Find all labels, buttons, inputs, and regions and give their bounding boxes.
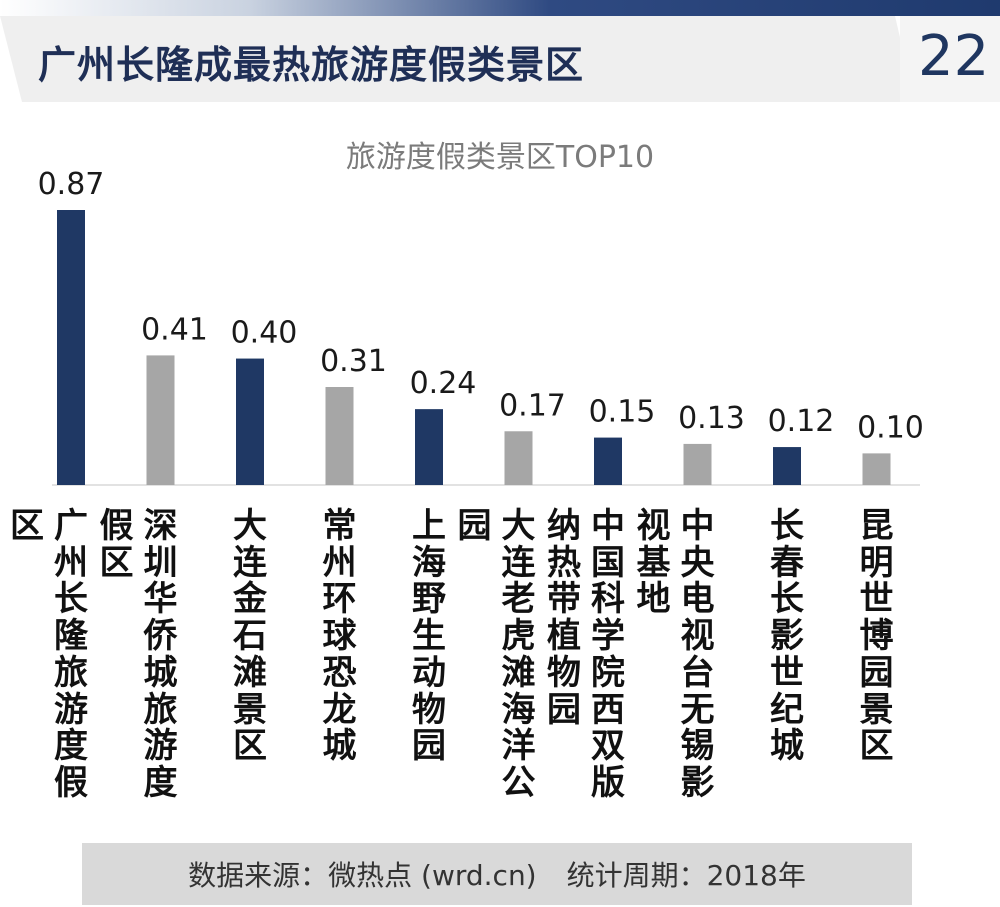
statistics-period: 统计周期：2018年	[566, 859, 806, 892]
data-label-5: 0.24	[410, 366, 477, 401]
page-number: 22	[918, 24, 990, 89]
category-label-9-col2: 长春长影世纪城	[770, 506, 804, 767]
category-label-7-col2: 中国科学院西双版	[591, 506, 625, 804]
category-label-8-col2: 中央电视台无锡影	[680, 506, 715, 804]
bar-9	[773, 447, 801, 485]
bar-10	[862, 453, 891, 485]
category-label-3-col2: 大连金石滩景区	[233, 506, 267, 767]
top-accent-bar	[0, 0, 1000, 16]
category-label-1-col2: 广州长隆旅游度假	[54, 506, 88, 804]
bar-5	[415, 409, 443, 485]
category-label-6-col2: 大连老虎滩海洋公	[501, 506, 536, 804]
data-label-2: 0.41	[141, 312, 208, 347]
data-label-3: 0.40	[231, 316, 298, 351]
bar-1	[57, 210, 85, 485]
data-label-8: 0.13	[678, 401, 745, 436]
page-title: 广州长隆成最热旅游度假类景区	[38, 43, 585, 87]
category-label-4-col2: 常州环球恐龙城	[322, 506, 357, 767]
bar-6	[504, 431, 533, 485]
category-label-8-col1: 视基地	[636, 506, 671, 620]
category-label-5-col2: 上海野生动物园	[412, 506, 446, 767]
bar-2	[146, 355, 175, 485]
bar-7	[594, 437, 622, 485]
data-label-10: 0.10	[857, 410, 924, 445]
footer: 数据来源：微热点 (wrd.cn) 统计周期：2018年	[82, 843, 912, 905]
category-label-10-col2: 昆明世博园景区	[859, 506, 894, 767]
data-label-1: 0.87	[38, 167, 105, 202]
data-label-6: 0.17	[499, 388, 566, 423]
data-source: 数据来源：微热点 (wrd.cn)	[188, 859, 537, 892]
header-page-tab	[900, 16, 1000, 102]
chart-title: 旅游度假类景区TOP10	[345, 140, 655, 175]
category-label-2-col2: 深圳华侨城旅游度	[143, 506, 178, 804]
data-label-4: 0.31	[320, 344, 387, 379]
data-label-9: 0.12	[768, 404, 835, 439]
bar-4	[325, 387, 354, 485]
category-label-6-col1: 园	[457, 506, 492, 546]
bar-8	[683, 443, 712, 485]
category-label-2-col1: 假区	[99, 506, 134, 583]
bar-3	[236, 358, 264, 485]
header: 广州长隆成最热旅游度假类景区 22	[0, 16, 1000, 102]
category-label-7-col1: 纳热带植物园	[547, 506, 581, 730]
category-label-1-col1: 区	[10, 506, 44, 546]
header-band	[0, 16, 915, 102]
data-label-7: 0.15	[589, 395, 656, 430]
